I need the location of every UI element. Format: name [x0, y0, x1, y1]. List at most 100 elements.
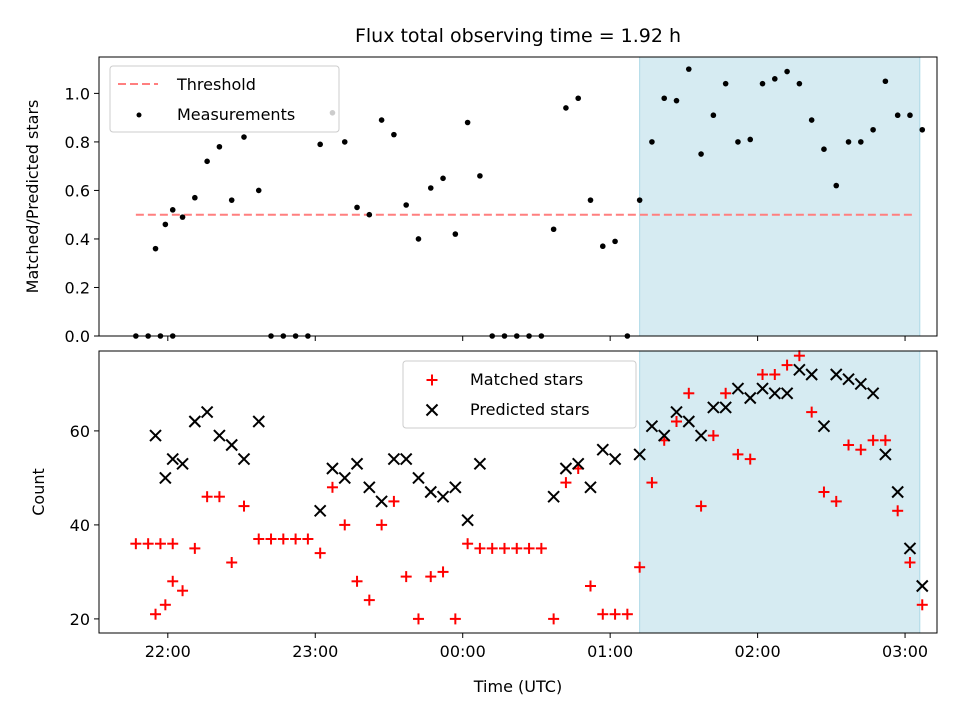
matched-star-point — [314, 547, 326, 559]
y-tick-label: 1.0 — [65, 84, 90, 103]
predicted-star-point — [731, 382, 745, 395]
top-y-axis-label: Matched/Predicted stars — [23, 100, 42, 294]
bottom-legend: Matched stars Predicted stars — [402, 360, 637, 429]
matched-star-point — [326, 481, 338, 493]
legend-matched-marker — [426, 374, 438, 386]
legend-matched-swatch — [426, 374, 438, 386]
predicted-star-point — [350, 457, 364, 471]
measurement-point — [452, 231, 459, 237]
measurement-point — [894, 112, 901, 119]
measurement-point — [550, 226, 557, 233]
measurement-point — [833, 182, 840, 189]
measurement-point — [636, 197, 643, 203]
measurement-point — [341, 139, 348, 145]
predicted-star-point — [166, 452, 179, 466]
predicted-star-point — [916, 579, 929, 593]
matched-star-point — [238, 500, 250, 512]
matched-star-point — [412, 613, 424, 625]
measurement-point — [722, 80, 729, 87]
matched-star-point — [462, 538, 474, 550]
measurement-point — [808, 117, 815, 123]
x-tick-label: 00:00 — [440, 642, 486, 661]
x-tick-label: 23:00 — [292, 642, 338, 661]
top-plot-frame — [98, 56, 938, 337]
matched-star-point — [707, 430, 719, 442]
matched-star-point — [732, 448, 744, 460]
top-panel: 0.0 0.2 0.4 0.6 0.8 1.0 Matched/Predicted sta… — [23, 56, 938, 346]
matched-star-point — [339, 519, 351, 531]
measurement-point — [612, 238, 618, 245]
predicted-star-point — [399, 452, 413, 466]
predicted-star-point — [572, 457, 585, 471]
predicted-star-point — [326, 462, 339, 475]
matched-star-point — [793, 350, 805, 362]
predicted-star-point — [584, 481, 597, 494]
measurement-point — [845, 139, 852, 145]
x-tick-label: 01:00 — [587, 642, 633, 661]
measurement-point — [710, 112, 717, 119]
matched-star-point — [523, 542, 535, 554]
y-tick-label: 0.8 — [65, 133, 90, 152]
measurement-point — [415, 236, 422, 242]
bottom-x-ticks: 22:00 23:00 00:00 01:00 02:00 03:00 — [145, 633, 928, 661]
predicted-star-point — [159, 471, 172, 485]
measurement-point — [907, 112, 913, 119]
measurement-point — [403, 202, 409, 208]
x-tick-label: 22:00 — [145, 642, 191, 661]
measurement-point — [599, 243, 606, 250]
predicted-star-point — [188, 415, 202, 428]
bottom-plot-frame — [98, 350, 938, 634]
matched-star-point — [130, 538, 142, 550]
matched-star-point — [560, 477, 572, 489]
predicted-star-point — [879, 448, 892, 461]
predicted-star-point — [424, 485, 437, 499]
y-tick-label: 0.2 — [65, 278, 90, 297]
matched-star-point — [213, 491, 225, 503]
measurement-points — [133, 66, 926, 339]
matched-star-point — [720, 387, 732, 399]
predicted-star-point — [744, 391, 757, 405]
measurement-point — [317, 141, 323, 148]
predicted-star-point — [842, 372, 855, 386]
measurement-point — [796, 80, 803, 87]
matched-star-point — [449, 613, 461, 625]
matched-star-point — [167, 575, 179, 587]
predicted-star-point — [461, 513, 474, 527]
measurement-point — [162, 221, 169, 228]
predicted-star-point — [903, 542, 917, 555]
matched-star-point — [226, 557, 238, 568]
matched-star-point — [150, 608, 162, 620]
y-tick-label: 0.6 — [65, 181, 90, 200]
measurement-point — [735, 139, 741, 145]
predicted-stars-points — [149, 363, 929, 593]
predicted-star-point — [200, 405, 214, 419]
matched-star-point — [302, 533, 314, 545]
matched-star-point — [830, 495, 842, 507]
matched-stars-points — [130, 350, 928, 625]
top-x-ticks — [167, 336, 906, 341]
predicted-star-point — [436, 490, 450, 503]
legend-measurements-label: Measurements — [177, 105, 295, 124]
measurement-point — [366, 211, 373, 218]
legend-threshold-label: Threshold — [176, 75, 256, 94]
bottom-legend-box — [402, 360, 637, 429]
matched-star-point — [265, 533, 277, 545]
matched-star-point — [154, 538, 166, 550]
top-legend: Threshold Measurements — [109, 65, 340, 133]
measurement-point — [241, 134, 247, 140]
measurement-point — [440, 175, 446, 182]
matched-star-point — [351, 575, 363, 587]
matched-star-point — [290, 533, 302, 545]
matched-star-point — [646, 477, 658, 489]
measurement-point — [464, 119, 471, 126]
measurement-point — [587, 197, 594, 203]
matched-star-point — [511, 542, 523, 554]
predicted-star-point — [449, 481, 462, 494]
predicted-star-point — [891, 485, 904, 499]
measurement-point — [870, 126, 876, 133]
predicted-star-point — [225, 438, 238, 452]
measurement-point — [759, 80, 766, 87]
matched-star-point — [376, 519, 388, 531]
matched-star-point — [769, 369, 781, 380]
matched-star-point — [159, 599, 171, 611]
